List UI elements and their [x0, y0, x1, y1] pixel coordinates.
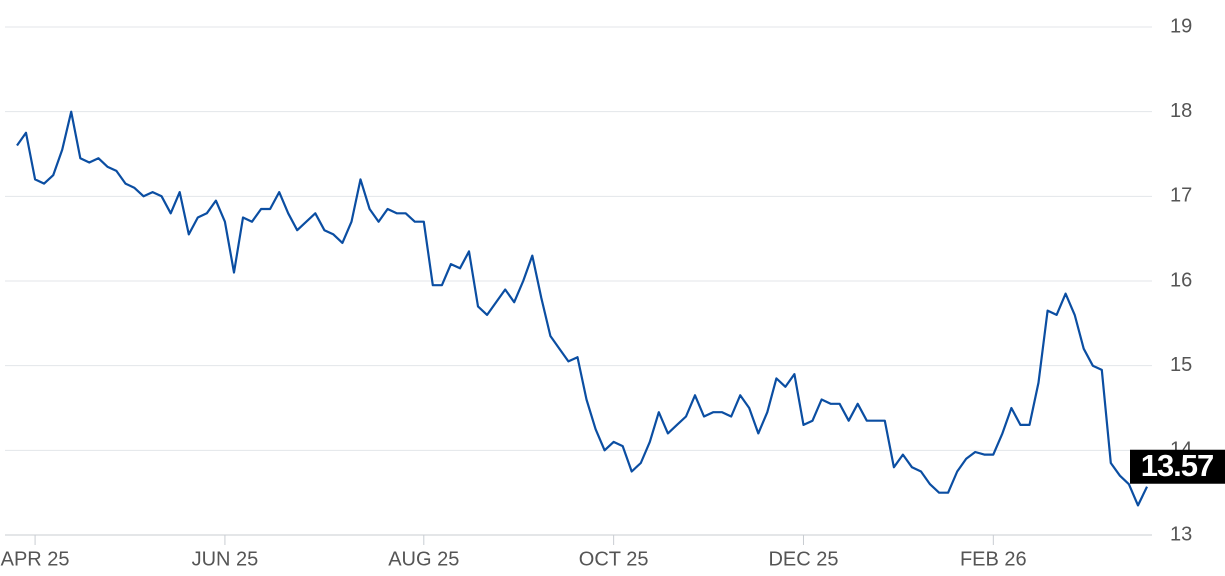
- x-tick-label: DEC 25: [768, 548, 838, 570]
- price-line: [16, 110, 1148, 507]
- x-tick-label: APR 25: [1, 548, 70, 570]
- y-tick-label: 15: [1170, 354, 1192, 376]
- y-tick-label: 17: [1170, 185, 1192, 207]
- x-tick-label: JUN 25: [192, 548, 259, 570]
- y-tick-label: 19: [1170, 15, 1192, 37]
- x-tick-label: FEB 26: [960, 548, 1027, 570]
- y-tick-label: 13: [1170, 523, 1192, 545]
- last-value-label: 13.57: [1141, 448, 1214, 483]
- x-tick-label: OCT 25: [579, 548, 649, 570]
- y-tick-label: 18: [1170, 100, 1192, 122]
- last-value-box: [1130, 449, 1225, 484]
- y-tick-label: 16: [1170, 269, 1192, 291]
- x-tick-label: AUG 25: [388, 548, 459, 570]
